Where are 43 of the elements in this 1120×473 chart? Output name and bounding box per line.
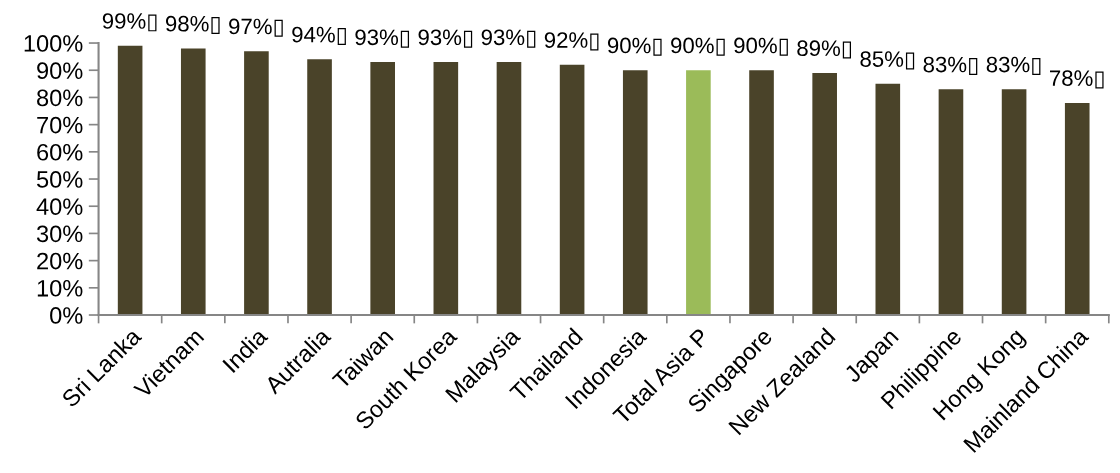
data-label: 78%▯ [1050,70,1104,89]
bar [370,62,395,316]
data-label: 93%▯ [481,29,536,48]
y-tick-label: 50% [36,171,83,188]
data-label: 93%▯ [418,29,473,48]
y-tick-label: 20% [37,252,83,270]
y-tick-label: 90% [37,62,83,80]
bar [749,70,774,316]
data-label: 99%▯ [102,13,157,32]
data-label: 90%▯ [734,37,788,56]
y-tick-label: 40% [36,198,83,216]
y-tick-label: 100% [24,35,83,52]
bar [1001,89,1027,316]
bar [1064,102,1090,316]
bar [180,48,206,316]
bar [117,45,143,316]
bar [433,62,459,316]
bar [244,51,269,316]
bar [496,62,522,316]
data-label: 97%▯ [229,18,283,37]
bar [875,83,901,316]
data-label: 93%▯ [355,29,410,48]
data-label: 83%▯ [986,56,1041,75]
bar [686,70,711,316]
bar [938,89,964,316]
y-tick-label: 10% [37,279,83,297]
bar [307,59,332,316]
y-tick-label: 70% [37,116,83,134]
data-label: 90%▯ [671,37,725,56]
data-label: 92%▯ [544,32,599,51]
data-label: 98%▯ [165,15,220,35]
y-tick-label: 80% [37,89,83,107]
bar [559,64,585,316]
data-label: 85%▯ [860,51,915,70]
y-tick-label: 0% [50,307,83,324]
bar [812,72,837,316]
data-label: 83%▯ [923,56,978,75]
y-tick-label: 30% [36,225,83,243]
data-label: 90%▯ [607,37,662,56]
data-label: 89%▯ [797,40,852,59]
y-tick-label: 60% [37,143,83,161]
bar [622,70,648,316]
data-label: 94%▯ [292,26,346,45]
